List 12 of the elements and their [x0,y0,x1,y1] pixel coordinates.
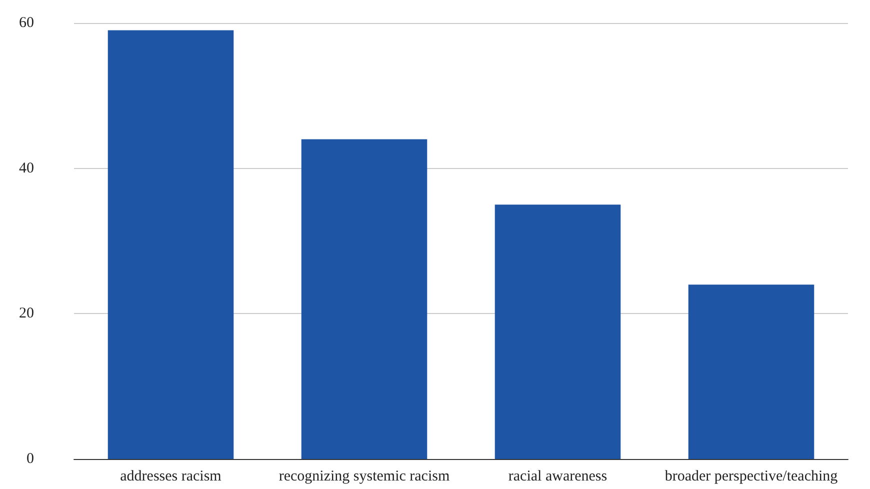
x-tick-label: broader perspective/teaching [664,468,838,484]
bar [301,139,428,459]
y-tick-label: 40 [19,160,34,176]
bar [688,284,814,459]
x-tick-label: addresses racism [120,468,222,484]
x-tick-label: recognizing systemic racism [278,468,450,484]
y-tick-label: 20 [19,306,34,322]
bar [494,204,621,459]
bar [108,30,234,459]
y-tick-label: 60 [19,15,34,31]
y-tick-label: 0 [26,451,34,467]
x-tick-label: racial awareness [508,468,608,484]
